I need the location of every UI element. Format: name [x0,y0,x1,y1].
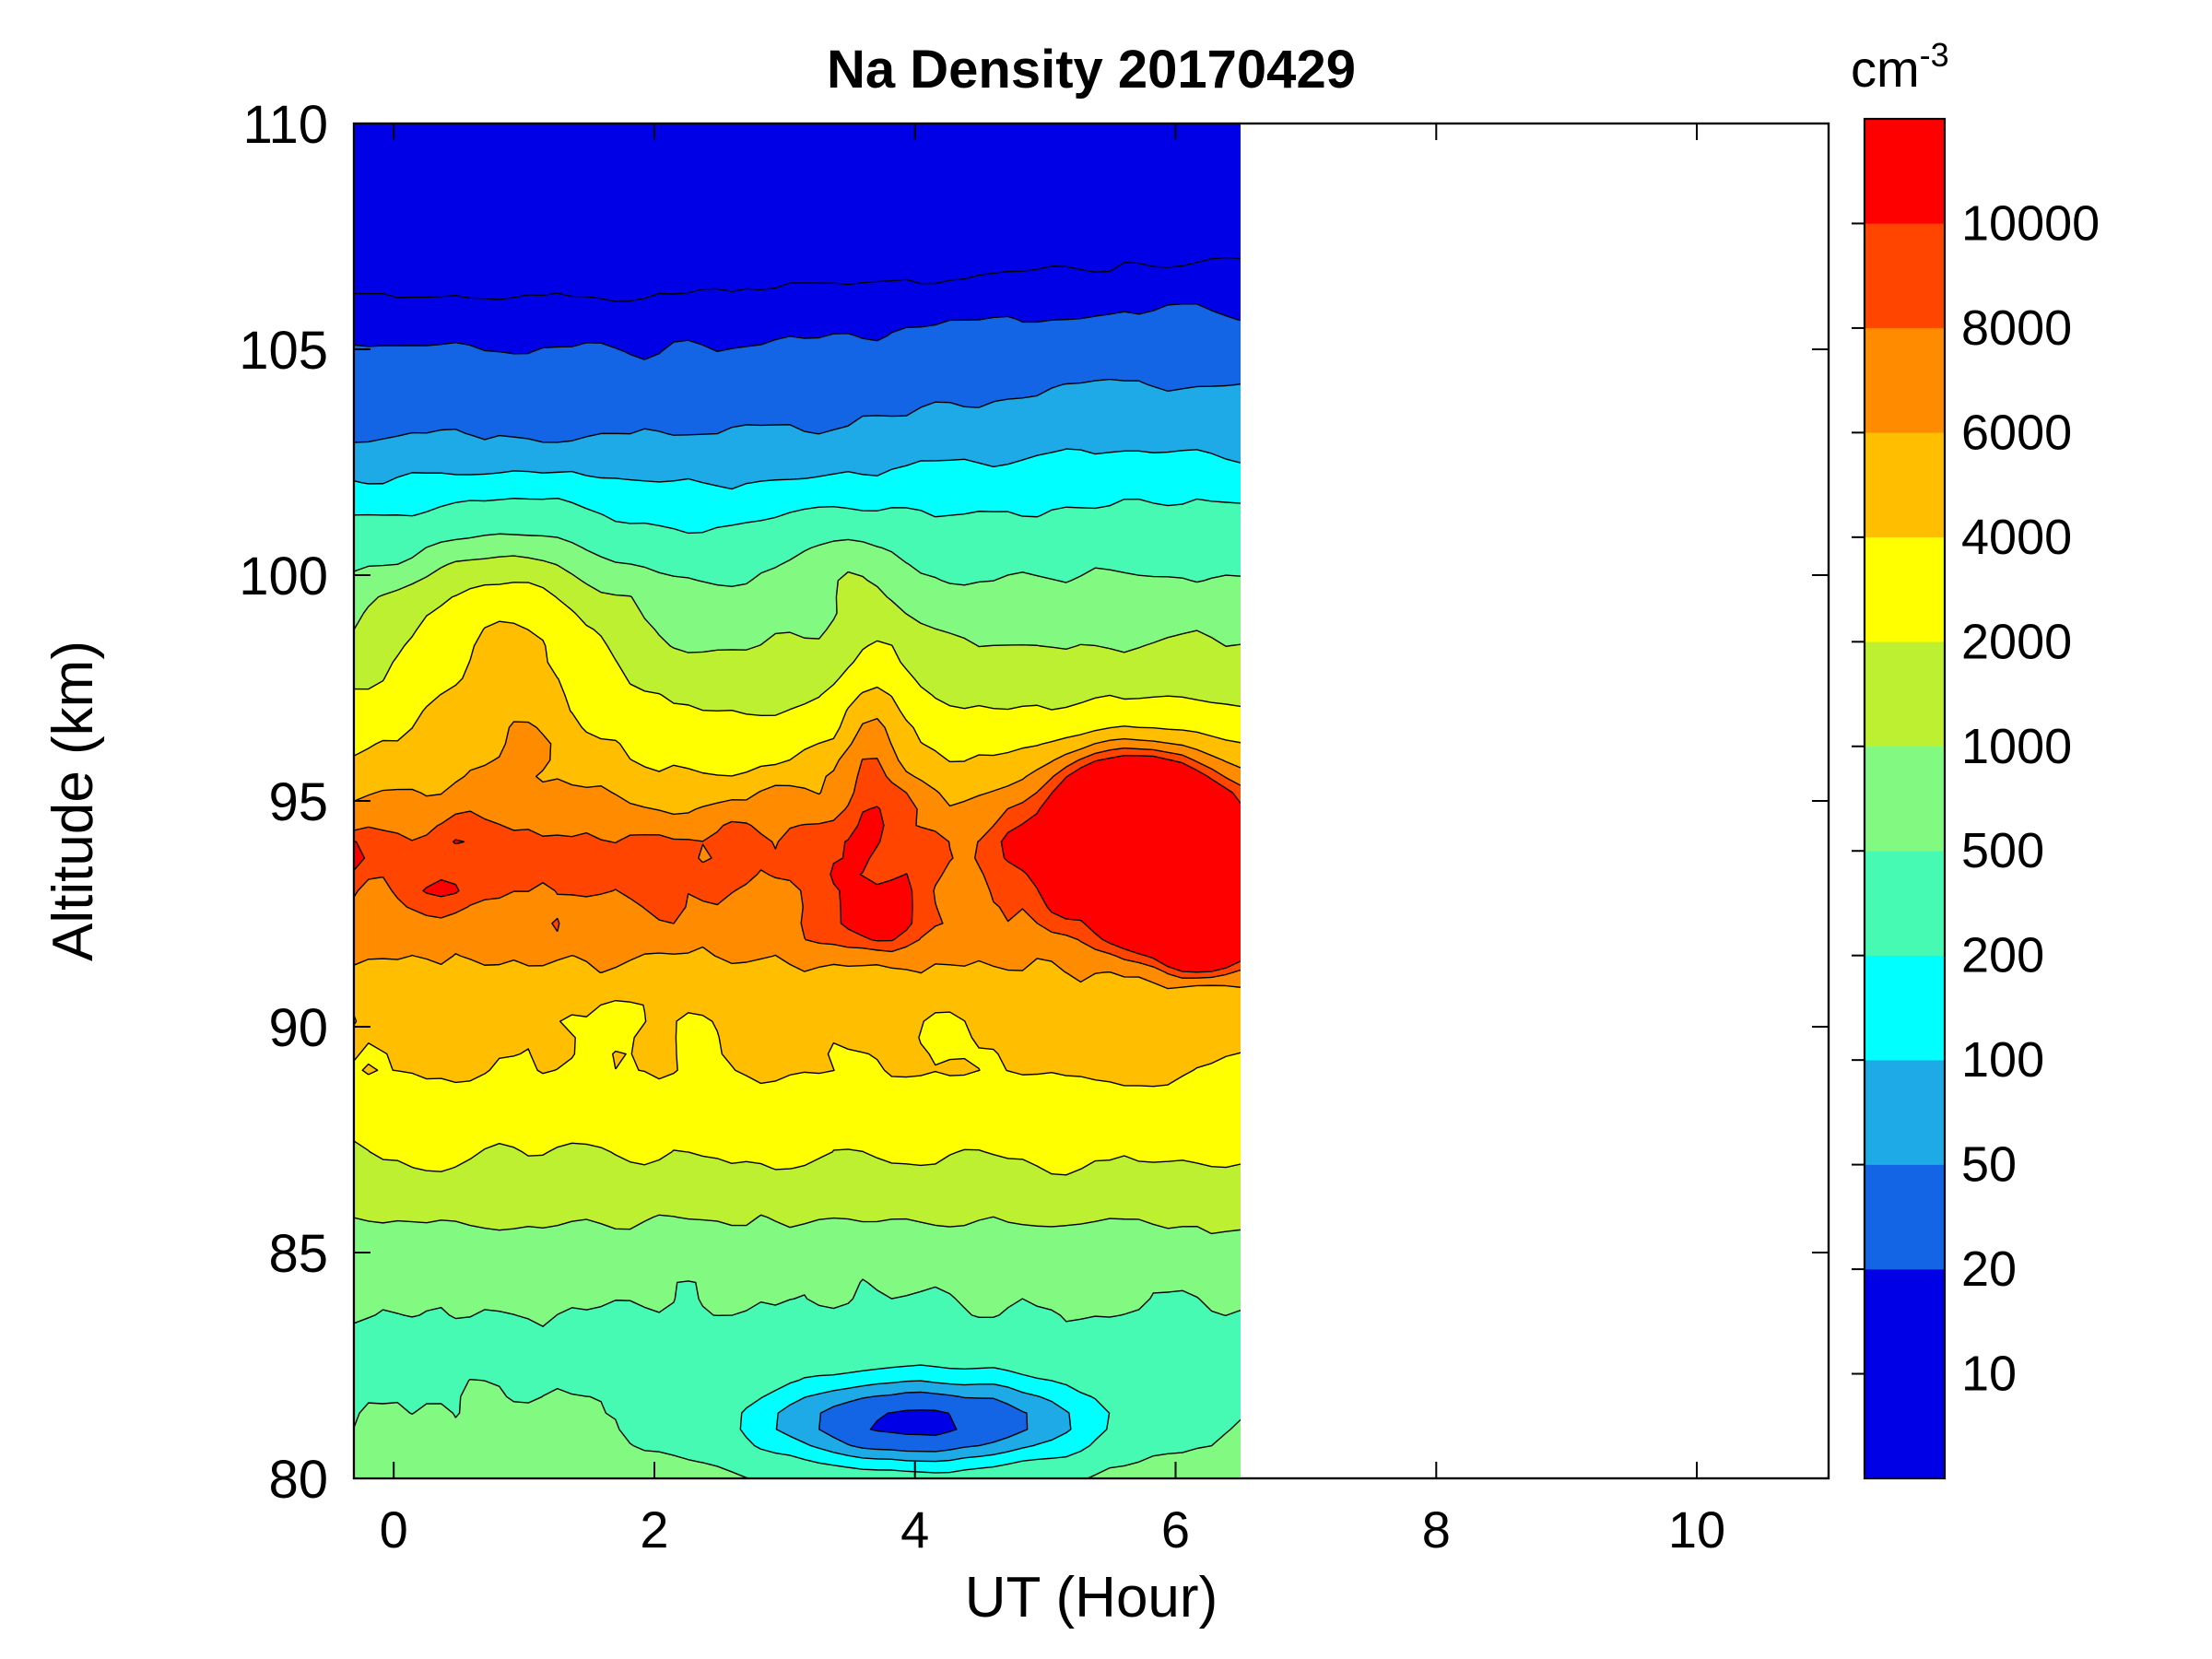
svg-text:105: 105 [239,321,328,381]
svg-text:50: 50 [1961,1137,2017,1193]
svg-text:UT (Hour): UT (Hour) [965,1566,1218,1630]
svg-text:6000: 6000 [1961,405,2072,460]
svg-text:8000: 8000 [1961,300,2072,356]
svg-text:2: 2 [640,1500,668,1559]
svg-text:6: 6 [1161,1500,1190,1559]
svg-text:10000: 10000 [1961,195,2100,251]
svg-text:110: 110 [243,95,328,155]
svg-text:90: 90 [268,998,328,1058]
svg-text:8: 8 [1422,1500,1451,1559]
svg-text:Altitude (km): Altitude (km) [41,641,105,961]
svg-text:10: 10 [1668,1500,1725,1559]
svg-text:95: 95 [268,772,328,832]
svg-text:2000: 2000 [1961,614,2072,669]
svg-text:100: 100 [1961,1032,2044,1088]
svg-text:4: 4 [900,1500,929,1559]
svg-text:Na Density 20170429: Na Density 20170429 [827,40,1356,100]
svg-text:4000: 4000 [1961,510,2072,565]
svg-text:500: 500 [1961,823,2044,878]
svg-text:1000: 1000 [1961,719,2072,774]
svg-text:20: 20 [1961,1241,2017,1297]
svg-text:200: 200 [1961,928,2044,983]
svg-text:0: 0 [380,1500,408,1559]
svg-text:10: 10 [1961,1347,2017,1402]
svg-text:80: 80 [268,1450,328,1510]
svg-text:85: 85 [268,1224,328,1284]
svg-text:100: 100 [239,547,328,606]
